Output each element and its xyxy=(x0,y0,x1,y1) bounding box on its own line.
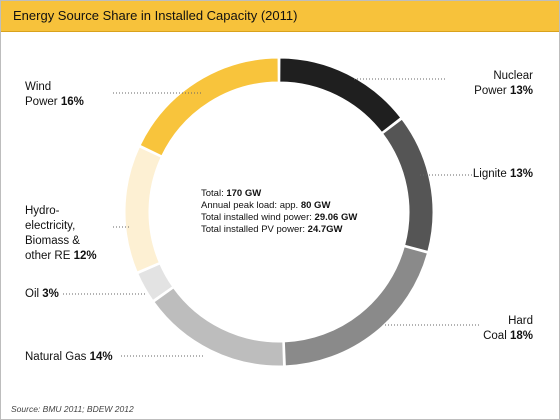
slice-5 xyxy=(124,146,162,273)
slice-value: 14% xyxy=(89,351,113,363)
slice-3 xyxy=(153,287,285,367)
slice-name: Power xyxy=(474,85,507,97)
slice-name: electricity, xyxy=(25,220,76,232)
center-info-line: Total installed PV power: 24.7GW xyxy=(201,224,357,236)
center-info-line: Annual peak load: app. 80 GW xyxy=(201,200,357,212)
slice-label-1: Lignite 13% xyxy=(473,167,533,182)
slice-4 xyxy=(137,263,174,302)
slice-name: Power xyxy=(25,96,58,108)
slice-name: Hydro- xyxy=(25,205,60,217)
center-info-value: 29.06 GW xyxy=(314,212,358,223)
slice-name: Hard xyxy=(508,315,533,327)
slice-value: 13% xyxy=(509,85,533,97)
center-info-label: Total installed wind power: xyxy=(201,212,315,223)
slice-name: other RE xyxy=(25,250,71,262)
slice-label-0: Nuclear Power 13% xyxy=(474,69,533,99)
slice-value: 3% xyxy=(42,288,59,300)
center-info-value: 80 GW xyxy=(300,200,331,211)
slice-name: Nuclear xyxy=(493,70,533,82)
center-info-value: 24.7GW xyxy=(307,224,343,235)
slice-name: Wind xyxy=(25,81,52,93)
slice-label-5: Hydro-electricity, Biomass & other RE 12% xyxy=(25,204,97,264)
slice-value: 13% xyxy=(509,168,533,180)
slice-name: Lignite xyxy=(472,168,507,180)
center-info-value: 170 GW xyxy=(226,188,262,199)
slice-label-6: Wind Power 16% xyxy=(25,80,84,110)
slice-2 xyxy=(283,246,429,367)
title-bar: Energy Source Share in Installed Capacit… xyxy=(1,1,559,32)
slice-0 xyxy=(279,57,402,134)
slice-name: Coal xyxy=(483,330,507,342)
slice-name: Oil xyxy=(25,288,40,300)
slice-6 xyxy=(139,57,279,157)
center-info-label: Total: xyxy=(201,188,227,199)
center-info-label: Annual peak load: app. xyxy=(201,200,301,211)
center-info: Total: 170 GW Annual peak load: app. 80 G… xyxy=(201,188,357,236)
slice-name: Biomass & xyxy=(25,235,80,247)
slice-label-4: Oil 3% xyxy=(25,287,59,302)
slice-label-3: Natural Gas 14% xyxy=(25,350,113,365)
slice-value: 18% xyxy=(509,330,533,342)
slice-name: Natural Gas xyxy=(25,351,87,363)
center-info-line: Total: 170 GW xyxy=(201,188,357,200)
slice-value: 12% xyxy=(73,250,97,262)
slice-1 xyxy=(382,118,434,252)
center-info-line: Total installed wind power: 29.06 GW xyxy=(201,212,357,224)
slice-value: 16% xyxy=(60,96,84,108)
slice-label-2: Hard Coal 18% xyxy=(483,314,533,344)
source-note: Source: BMU 2011; BDEW 2012 xyxy=(11,404,134,414)
center-info-label: Total installed PV power: xyxy=(201,224,308,235)
chart-title: Energy Source Share in Installed Capacit… xyxy=(13,8,298,23)
